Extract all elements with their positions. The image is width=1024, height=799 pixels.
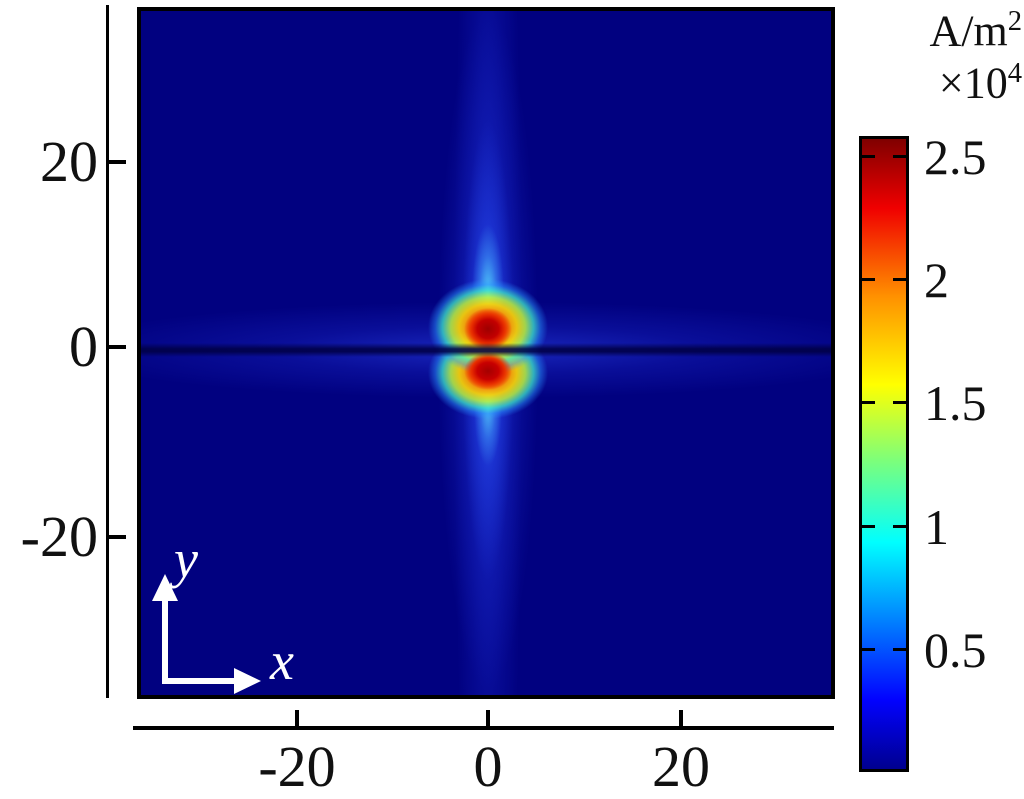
colorbar-tick-0p5-right	[893, 648, 906, 651]
colorbar-unit-exponent: 2	[1007, 6, 1022, 37]
colorbar-tick-0p5-left	[862, 648, 875, 651]
x-arrow-head-icon	[234, 668, 261, 694]
y-arrow-shaft	[162, 600, 168, 684]
colorbar-tick-2-right	[893, 278, 906, 281]
y-arrow-head-icon	[152, 574, 178, 601]
y-axis-line	[106, 5, 109, 698]
colorbar-unit-label: A/m2	[822, 6, 1022, 56]
colorbar-tick-1p5-left	[862, 401, 875, 404]
colorbar-tick-2p5-left	[862, 155, 875, 158]
x-axis-letter: x	[270, 631, 294, 691]
colorbar-label-1: 1	[924, 499, 949, 555]
colorbar-label-2: 2	[924, 252, 949, 308]
colorbar	[859, 136, 909, 772]
colorbar-tick-2p5-right	[893, 155, 906, 158]
colorbar-unit-base: A/m	[929, 6, 1008, 56]
heatmap-panel: y x	[137, 7, 835, 699]
colorbar-multiplier-label: ×104	[822, 58, 1022, 108]
y-tick-20	[106, 160, 126, 164]
y-tick-label-20: 20	[40, 129, 98, 194]
x-tick-label-neg20: -20	[258, 734, 336, 799]
x-arrow-shaft	[162, 678, 244, 684]
colorbar-mult-base: ×10	[938, 58, 1008, 108]
null-line-y0	[141, 343, 831, 357]
x-tick-label-0: 0	[473, 734, 503, 799]
colorbar-tick-1p5-right	[893, 401, 906, 404]
colorbar-label-0p5: 0.5	[924, 622, 987, 678]
x-tick-20	[679, 710, 683, 727]
y-tick-label-neg20: -20	[20, 504, 98, 569]
y-tick-0	[106, 345, 126, 349]
x-tick-neg20	[295, 710, 299, 727]
colorbar-label-2p5: 2.5	[924, 129, 987, 185]
colorbar-mult-exponent: 4	[1007, 58, 1022, 89]
colorbar-label-1p5: 1.5	[924, 375, 987, 431]
x-tick-label-20: 20	[652, 734, 710, 799]
y-tick-neg20	[106, 535, 126, 539]
colorbar-tick-1-right	[893, 525, 906, 528]
colorbar-tick-2-left	[862, 278, 875, 281]
y-axis-letter: y	[174, 529, 198, 589]
x-tick-0	[486, 710, 490, 727]
colorbar-tick-1-left	[862, 525, 875, 528]
y-tick-label-0: 0	[69, 314, 98, 379]
x-axis-line	[133, 726, 834, 730]
